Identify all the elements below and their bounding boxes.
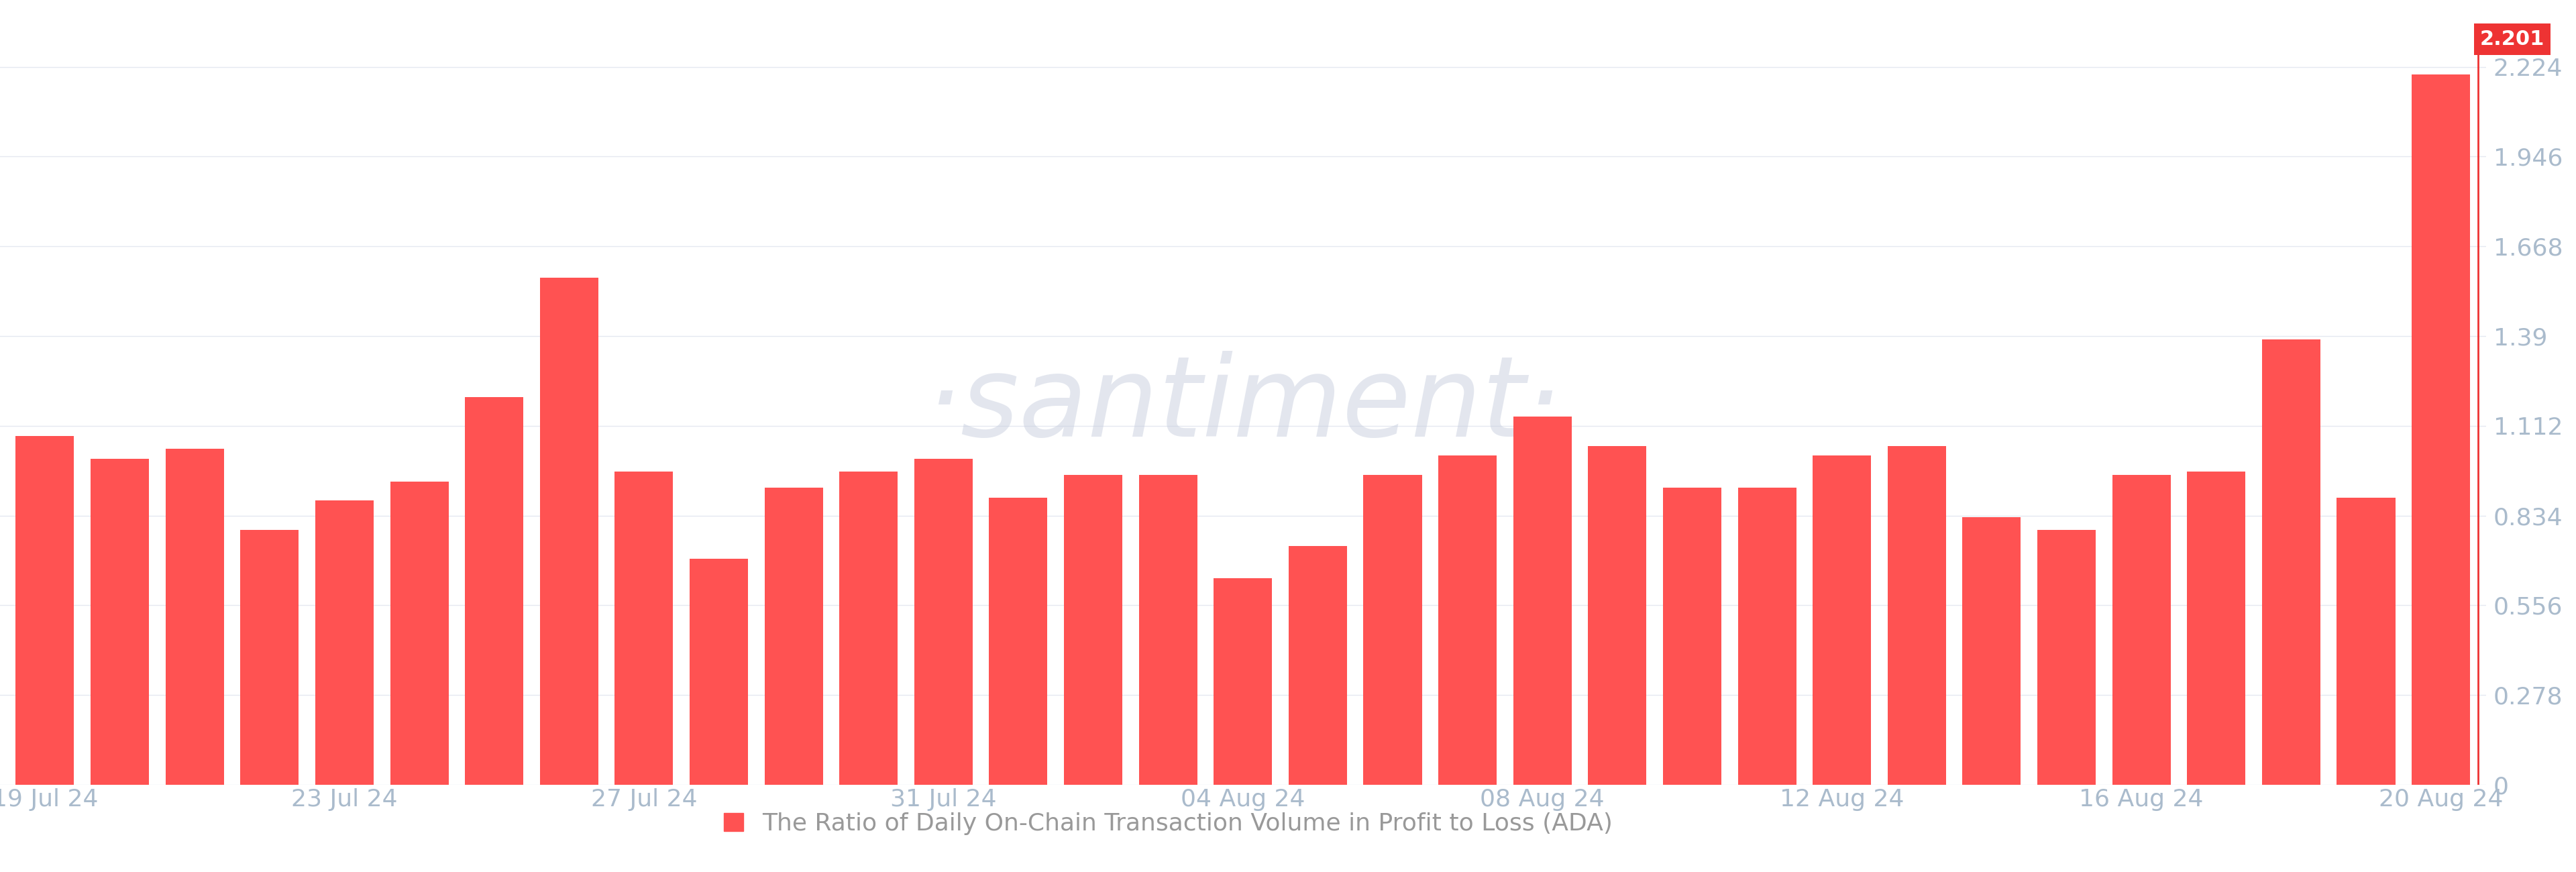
Bar xyxy=(240,530,299,785)
Bar xyxy=(466,398,523,785)
Bar xyxy=(690,559,747,785)
Bar xyxy=(90,459,149,785)
Bar xyxy=(2038,530,2097,785)
Bar xyxy=(840,472,899,785)
Bar xyxy=(2336,498,2396,785)
Text: 2.201: 2.201 xyxy=(2481,30,2545,49)
Bar xyxy=(15,436,75,785)
Bar xyxy=(1363,475,1422,785)
Bar xyxy=(1587,446,1646,785)
Text: ·santiment·: ·santiment· xyxy=(925,351,1561,460)
Bar xyxy=(165,449,224,785)
Bar xyxy=(1814,455,1870,785)
Bar xyxy=(314,501,374,785)
Bar xyxy=(1288,546,1347,785)
Bar xyxy=(1888,446,1945,785)
Bar xyxy=(914,459,974,785)
Bar xyxy=(2411,74,2470,785)
Bar xyxy=(1213,578,1273,785)
Bar xyxy=(1139,475,1198,785)
Bar xyxy=(989,498,1048,785)
Bar xyxy=(2187,472,2246,785)
Bar xyxy=(541,278,598,785)
Bar xyxy=(1064,475,1123,785)
Bar xyxy=(389,481,448,785)
Bar xyxy=(1963,517,2020,785)
Bar xyxy=(616,472,672,785)
Bar xyxy=(765,487,822,785)
Bar xyxy=(1664,487,1721,785)
Bar xyxy=(1437,455,1497,785)
Legend: The Ratio of Daily On-Chain Transaction Volume in Profit to Loss (ADA): The Ratio of Daily On-Chain Transaction … xyxy=(714,802,1623,845)
Bar xyxy=(1739,487,1795,785)
Bar xyxy=(2112,475,2172,785)
Bar xyxy=(1512,417,1571,785)
Bar xyxy=(2262,339,2321,785)
